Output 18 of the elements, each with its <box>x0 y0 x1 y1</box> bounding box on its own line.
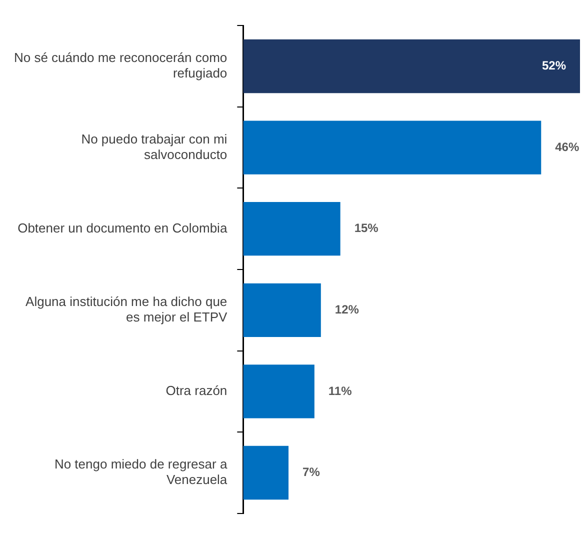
y-tick-label: No sé cuándo me reconocerán como refugiado <box>14 50 228 81</box>
bar <box>243 39 580 94</box>
y-tick-label: Otra razón <box>166 383 228 398</box>
y-tick-label: No tengo miedo de regresar a Venezuela <box>54 456 228 488</box>
y-tick-label: No puedo trabajar con mi salvoconducto <box>81 131 228 162</box>
bar <box>243 202 340 256</box>
bar <box>243 120 542 174</box>
data-label: 46% <box>555 140 580 154</box>
bar <box>243 283 321 337</box>
y-tick-label: Alguna institución me ha dicho que es mejor el ETPV <box>26 294 228 325</box>
bar <box>243 364 314 418</box>
data-label: 12% <box>334 302 360 316</box>
data-label: 52% <box>542 58 566 73</box>
bar <box>243 446 289 500</box>
data-label: 7% <box>302 465 320 480</box>
y-tick-label: Obtener un documento en Colombia <box>18 220 228 236</box>
data-label: 11% <box>328 384 352 398</box>
data-label: 15% <box>354 221 379 236</box>
